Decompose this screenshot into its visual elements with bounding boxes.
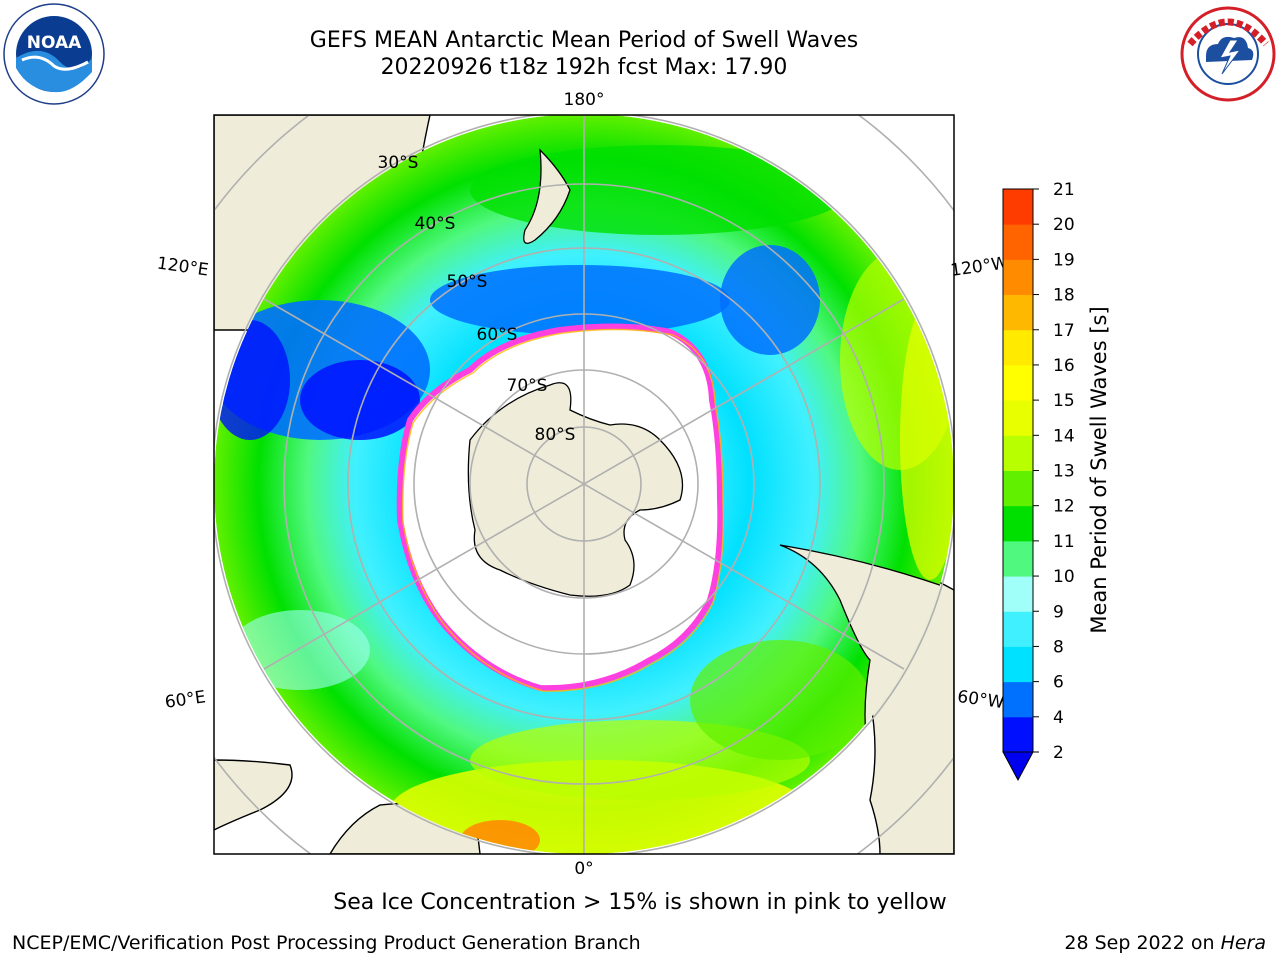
lat-label-50s: 50°S	[447, 272, 488, 292]
colorbar-segment	[1003, 364, 1033, 401]
colorbar-segment	[1003, 646, 1033, 683]
colorbar-segment	[1003, 540, 1033, 577]
colorbar-tick-label: 17	[1053, 321, 1075, 341]
colorbar-segment	[1003, 470, 1033, 507]
colorbar-tick-label: 11	[1053, 532, 1075, 552]
colorbar-segment	[1003, 259, 1033, 296]
colorbar-tick-label: 4	[1053, 708, 1064, 728]
footer-date: 28 Sep 2022 on Hera	[1064, 932, 1266, 954]
colorbar-tick-label: 6	[1053, 673, 1064, 693]
nws-logo	[1180, 6, 1276, 102]
colorbar-tick-label: 18	[1053, 286, 1075, 306]
colorbar-segment	[1003, 189, 1033, 225]
colorbar-segment	[1003, 224, 1033, 260]
colorbar-tick-label: 9	[1053, 602, 1064, 622]
lon-label-0: 0°	[574, 859, 593, 879]
map-frame	[213, 114, 955, 855]
chart-subtitle: 20220926 t18z 192h fcst Max: 17.90	[380, 55, 788, 80]
colorbar-tick-label: 13	[1053, 462, 1075, 482]
colorbar-tick-label: 15	[1053, 391, 1075, 411]
colorbar-tick-label: 16	[1053, 356, 1075, 376]
colorbar-tick-label: 20	[1053, 215, 1075, 235]
colorbar-segment	[1003, 576, 1033, 612]
lat-label-40s: 40°S	[415, 214, 456, 234]
colorbar-tick-label: 10	[1053, 567, 1075, 587]
colorbar: 2 4 6 8 9 10 11 12 13 14 15 16 17 18 19 20 21	[1002, 180, 1075, 782]
colorbar-tick-label: 21	[1053, 180, 1075, 200]
noaa-logo: NOAA	[3, 3, 105, 105]
sea-ice-note: Sea Ice Concentration > 15% is shown in …	[333, 890, 947, 915]
footer-date-text: 28 Sep 2022 on	[1064, 932, 1221, 954]
lon-label-180: 180°	[564, 90, 605, 110]
colorbar-tick-label: 2	[1053, 743, 1064, 763]
colorbar-tick-label: 14	[1053, 426, 1075, 446]
colorbar-tick-label: 19	[1053, 250, 1075, 270]
lon-label-60w: 60°W	[956, 687, 1005, 713]
colorbar-segment	[1003, 400, 1033, 436]
colorbar-segment	[1003, 294, 1033, 331]
lon-label-120e: 120°E	[156, 254, 210, 281]
colorbar-segment	[1003, 716, 1033, 753]
graticule	[214, 115, 954, 854]
lon-label-120w: 120°W	[949, 253, 1009, 281]
colorbar-segment	[1003, 435, 1033, 471]
lat-label-80s: 80°S	[535, 425, 576, 445]
colorbar-segment	[1003, 611, 1033, 647]
colorbar-tick-label: 8	[1053, 637, 1064, 657]
lon-label-60e: 60°E	[164, 687, 207, 712]
lat-label-60s: 60°S	[477, 325, 518, 345]
chart-title: GEFS MEAN Antarctic Mean Period of Swell…	[309, 28, 859, 53]
footer-credit: NCEP/EMC/Verification Post Processing Pr…	[12, 932, 641, 954]
lat-label-30s: 30°S	[378, 153, 419, 173]
colorbar-tick-label: 12	[1053, 497, 1075, 517]
colorbar-segment	[1003, 681, 1033, 718]
footer-host: Hera	[1220, 932, 1266, 954]
colorbar-label: Mean Period of Swell Waves [s]	[1087, 306, 1111, 633]
colorbar-extend-arrow	[1002, 751, 1034, 782]
colorbar-segment	[1003, 505, 1033, 542]
lat-label-70s: 70°S	[507, 376, 548, 396]
noaa-logo-text: NOAA	[27, 33, 82, 53]
swell-period-patches	[214, 145, 954, 854]
colorbar-segment	[1003, 329, 1033, 366]
